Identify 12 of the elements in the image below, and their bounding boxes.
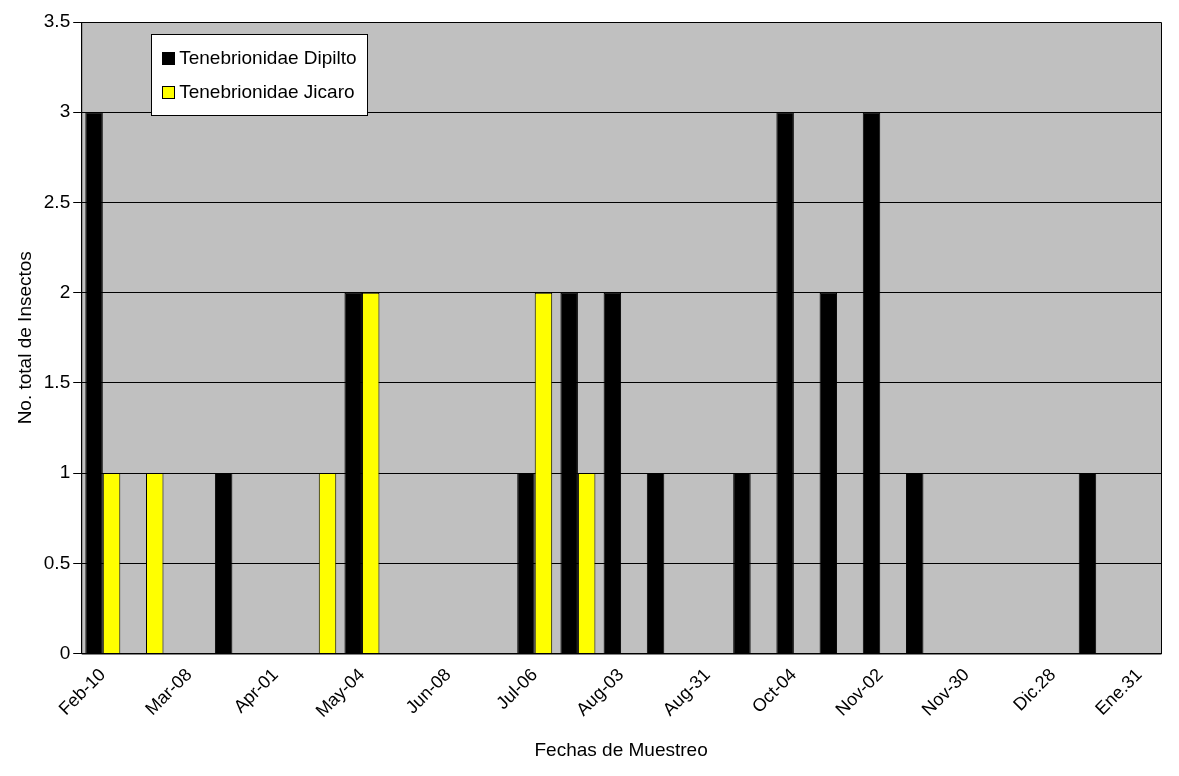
y-axis-title: No. total de Insectos bbox=[13, 251, 35, 425]
y-tick-label: 0 bbox=[59, 641, 71, 663]
y-tick-label: 3 bbox=[59, 100, 71, 122]
x-axis-title: Fechas de Muestreo bbox=[534, 738, 708, 760]
y-tick-label: 0.5 bbox=[43, 551, 71, 573]
legend-label: Tenebrionidae Jicaro bbox=[178, 80, 356, 104]
legend-label: Tenebrionidae Dipilto bbox=[178, 46, 357, 70]
y-tick-label: 3.5 bbox=[43, 10, 71, 32]
y-tick-label: 2.5 bbox=[43, 190, 71, 212]
y-tick-label: 1 bbox=[59, 461, 71, 483]
y-tick-label: 1.5 bbox=[43, 371, 71, 393]
y-tick-label: 2 bbox=[59, 280, 71, 302]
